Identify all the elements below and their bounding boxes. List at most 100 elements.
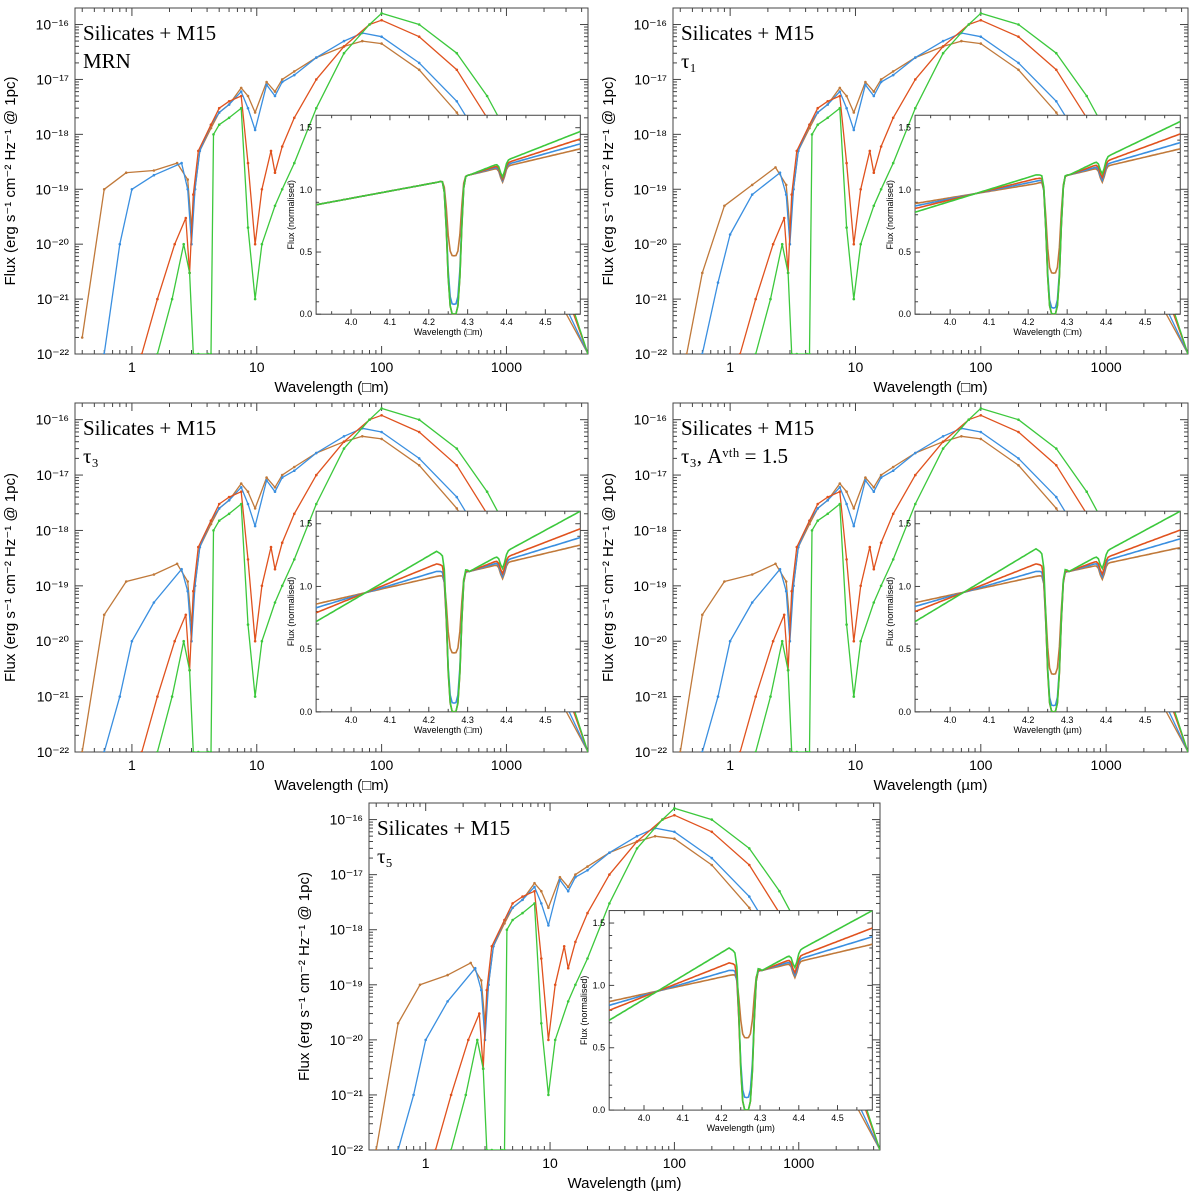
data-point [212,529,215,532]
data-point [455,100,459,103]
data-point [838,94,842,98]
data-point [293,465,296,469]
data-point [808,123,811,126]
data-point [784,580,788,583]
data-point [253,507,257,510]
data-point [816,502,819,506]
inset-series-group [915,511,1181,712]
data-point [315,451,318,455]
data-point [476,1038,479,1042]
inset-plot: 4.0 4.1 4.2 4.3 4.4 4.5 0.0 0.5 1.0 1.5 Wavelength… [885,114,1181,337]
data-point [180,161,183,165]
data-point [184,613,188,617]
y-tick-label: 10⁻¹⁹ [633,578,667,594]
data-point [771,639,775,643]
series-group [685,12,1188,354]
data-point [701,271,704,275]
data-point [941,39,945,43]
data-point [417,35,421,38]
data-point [293,469,296,473]
data-point [673,813,676,817]
data-point [217,507,221,510]
inset-x-tick-label: 4.5 [831,1113,844,1123]
data-point [790,193,793,196]
data-point [449,1093,453,1097]
x-axis-title: Wavelength (µm) [568,1175,682,1192]
y-tick-label: 10⁻¹⁶ [330,812,363,828]
data-point [239,94,243,98]
data-point [361,39,364,43]
data-point [455,464,459,467]
series-line-brown [81,40,588,354]
data-point [864,479,867,482]
data-point [156,695,159,698]
data-point [533,881,536,885]
data-point [748,847,751,850]
data-point [852,111,856,114]
data-point [1186,352,1188,354]
inset-y-tick-label: 1.5 [899,519,912,529]
data-point [852,128,856,132]
data-point [342,45,346,48]
data-point [540,957,543,960]
data-point [547,924,550,927]
y-tick-label: 10⁻¹⁶ [634,412,667,428]
series-group [80,407,588,752]
data-point [273,171,277,174]
data-point [209,123,213,126]
data-point [1055,111,1058,114]
inset-y-tick-label: 0.5 [300,644,313,654]
data-point [455,495,459,499]
x-tick-label: 100 [370,757,394,773]
data-point [864,83,867,87]
data-point [152,601,156,604]
inset-x-tick-label: 4.2 [423,317,436,327]
data-point [872,94,876,98]
data-point [635,847,639,850]
data-point [826,103,829,106]
data-point [562,945,566,948]
y-tick-label: 10⁻²² [635,744,668,760]
data-point [738,750,742,752]
inset-y-axis-title: Flux (normalised) [579,976,589,1046]
data-point [914,78,917,81]
data-point [511,906,514,910]
data-point [845,94,848,98]
inset-series-group [316,130,581,315]
x-tick-label: 1 [128,757,136,773]
data-point [374,1148,378,1150]
data-point [417,464,421,467]
inset-y-tick-label: 0.5 [300,247,313,257]
data-point [217,111,221,114]
data-point [852,639,856,643]
data-point [455,68,459,72]
data-point [574,940,577,944]
inset-plot: 4.0 4.1 4.2 4.3 4.4 4.5 0.0 0.5 1.0 1.5 Wavelength… [885,510,1181,735]
data-point [891,558,895,561]
data-point [790,352,793,354]
data-point [280,473,284,477]
inset-x-tick-label: 4.4 [500,715,513,725]
data-point [293,161,296,165]
series-line-blue [103,427,588,752]
data-point [738,352,742,354]
data-point [503,918,506,922]
y-tick-label: 10⁻¹⁶ [634,17,667,33]
data-point [710,863,714,867]
data-point [845,490,848,494]
inset-x-tick-label: 4.3 [1061,715,1074,725]
data-point [547,1093,550,1097]
inset-y-tick-label: 1.0 [300,581,313,591]
data-point [380,437,383,441]
data-point [723,580,726,583]
y-tick-label: 10⁻¹⁶ [36,17,69,33]
data-point [293,70,296,73]
inset-y-tick-label: 0.0 [899,309,912,319]
inset-x-axis-title: Wavelength (□m) [1013,327,1082,337]
data-point [102,613,106,617]
y-tick-label: 10⁻²¹ [635,689,668,705]
data-point [253,242,257,246]
data-point [449,1148,453,1150]
data-point [566,966,570,970]
inset-x-tick-label: 4.2 [423,715,436,725]
